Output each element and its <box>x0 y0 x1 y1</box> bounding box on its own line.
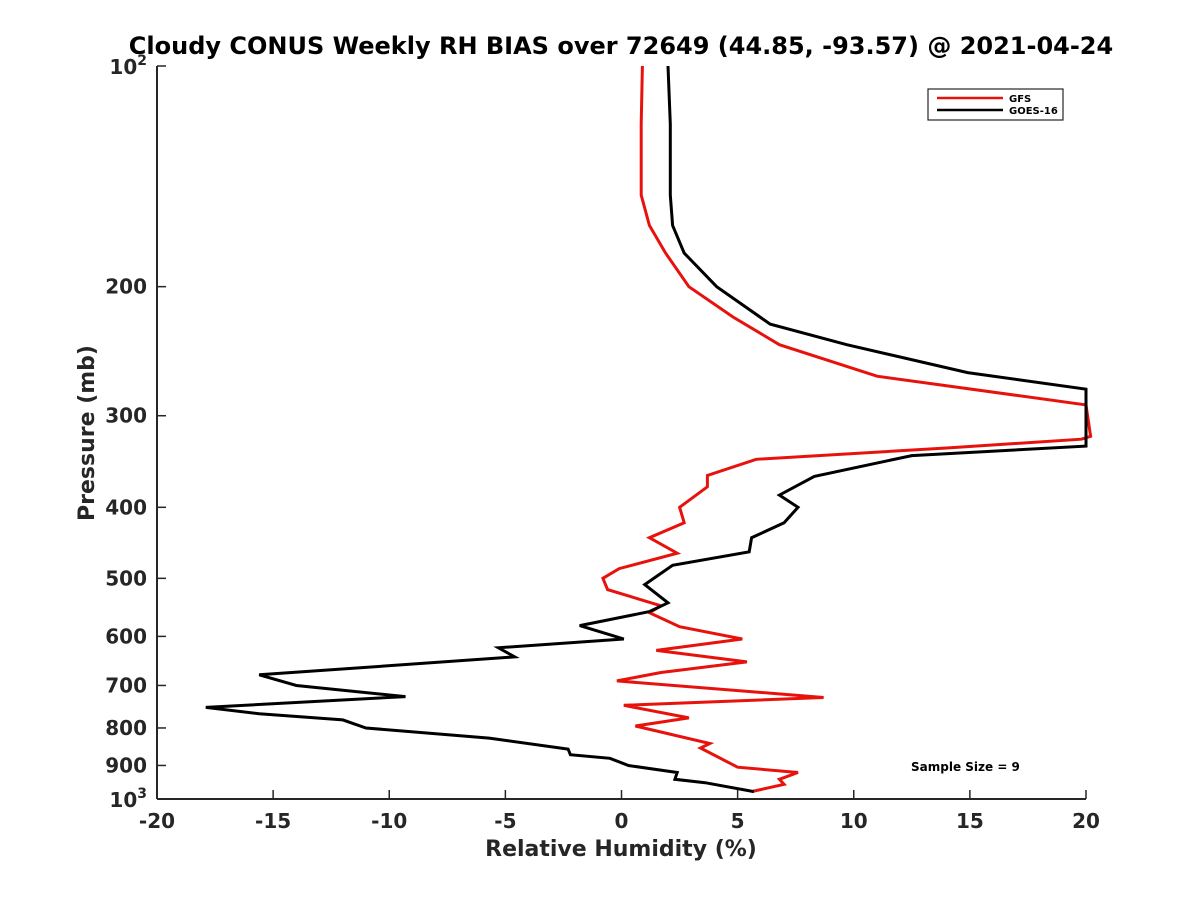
y-tick-base: 10 <box>109 55 137 79</box>
y-tick-exponent: 2 <box>137 53 147 69</box>
series-lines <box>205 65 1093 794</box>
series-line-gfs <box>601 65 1093 794</box>
y-tick-label: 900 <box>105 753 147 777</box>
chart-title: Cloudy CONUS Weekly RH BIAS over 72649 (… <box>129 32 1113 60</box>
sample-size-annotation: Sample Size = 9 <box>911 760 1020 774</box>
y-tick-label: 800 <box>105 716 147 740</box>
x-tick-label: -5 <box>494 809 516 833</box>
y-tick-label: 600 <box>105 624 147 648</box>
y-tick-label: 400 <box>105 495 147 519</box>
y-tick-label: 300 <box>105 404 147 428</box>
y-tick-label-power: 102 <box>109 53 147 79</box>
x-tick-label: 15 <box>956 809 984 833</box>
x-tick-label: -20 <box>139 809 175 833</box>
y-tick-label: 700 <box>105 673 147 697</box>
legend-label: GOES-16 <box>1009 106 1058 117</box>
x-tick-label: 10 <box>840 809 868 833</box>
y-tick-label-power: 103 <box>109 786 147 812</box>
x-tick-label: 5 <box>731 809 745 833</box>
y-tick-base: 10 <box>109 788 137 812</box>
y-tick-exponent: 3 <box>137 786 147 802</box>
series-line-goes-16 <box>205 65 1088 794</box>
x-tick-label: -10 <box>371 809 407 833</box>
y-tick-label: 200 <box>105 275 147 299</box>
x-tick-label: -15 <box>255 809 291 833</box>
legend-label: GFS <box>1009 94 1031 105</box>
plot-area <box>157 66 1086 799</box>
y-tick-label: 500 <box>105 566 147 590</box>
x-tick-label: 0 <box>615 809 629 833</box>
legend-box <box>927 88 1064 121</box>
y-axis-label: Pressure (mb) <box>75 345 100 521</box>
x-tick-label: 20 <box>1072 809 1100 833</box>
x-axis-label: Relative Humidity (%) <box>485 837 757 862</box>
x-ticks: -20 -15 -10 -5 0 5 10 15 20 <box>139 790 1100 833</box>
